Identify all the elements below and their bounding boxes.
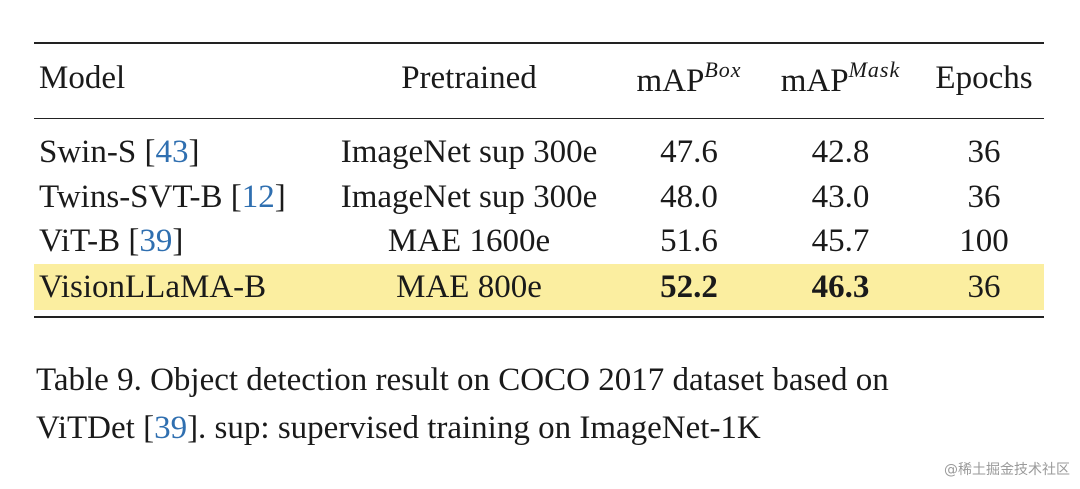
cell-map-mask: 46.3 bbox=[757, 264, 924, 310]
watermark: @稀土掘金技术社区 bbox=[944, 462, 1070, 478]
citation-link[interactable]: 43 bbox=[155, 133, 189, 170]
cell-map-box: 51.6 bbox=[660, 223, 718, 260]
cell-map-mask: 42.8 bbox=[811, 133, 870, 170]
table-top-rule bbox=[34, 42, 1044, 44]
caption-line-1: Table 9. Object detection result on COCO… bbox=[36, 362, 889, 398]
table-row: Twins-SVT-B [12] ImageNet sup 300e 48.0 … bbox=[34, 175, 1044, 220]
table-row: ViT-B [39] MAE 1600e 51.6 45.7 100 bbox=[34, 220, 1044, 265]
citation-link[interactable]: 39 bbox=[139, 223, 173, 260]
cell-epochs: 36 bbox=[924, 264, 1044, 310]
cell-epochs: 100 bbox=[959, 223, 1009, 260]
table-row: Swin-S [43] ImageNet sup 300e 47.6 42.8 … bbox=[34, 119, 1044, 175]
table-caption: Table 9. Object detection result on COCO… bbox=[36, 356, 1046, 452]
cell-model: VisionLLaMA-B bbox=[34, 264, 317, 310]
table-header-rule bbox=[34, 118, 1044, 119]
cell-pretrained: ImageNet sup 300e bbox=[340, 178, 598, 215]
table-body: Swin-S [43] ImageNet sup 300e 47.6 42.8 … bbox=[34, 119, 1044, 310]
cell-model: Twins-SVT-B [12] bbox=[39, 178, 286, 215]
header-pretrained: Pretrained bbox=[401, 59, 537, 96]
cell-map-mask: 45.7 bbox=[811, 223, 870, 260]
header-epochs: Epochs bbox=[935, 59, 1033, 96]
citation-link[interactable]: 12 bbox=[241, 178, 275, 215]
header-map-box: mAPBox bbox=[636, 56, 742, 99]
table-row-highlighted: VisionLLaMA-B MAE 800e 52.2 46.3 36 bbox=[34, 264, 1044, 310]
table-header-row: Model Pretrained mAPBox mAPMask Epochs bbox=[34, 44, 1044, 112]
cell-epochs: 36 bbox=[967, 133, 1001, 170]
cell-pretrained: MAE 800e bbox=[317, 264, 621, 310]
header-model: Model bbox=[39, 59, 126, 96]
results-table: Model Pretrained mAPBox mAPMask Epochs S… bbox=[34, 42, 1044, 318]
citation-link[interactable]: 39 bbox=[154, 410, 188, 446]
cell-epochs: 36 bbox=[967, 178, 1001, 215]
table: Model Pretrained mAPBox mAPMask Epochs bbox=[34, 44, 1044, 112]
cell-map-mask: 43.0 bbox=[811, 178, 870, 215]
cell-pretrained: ImageNet sup 300e bbox=[340, 133, 598, 170]
cell-model: ViT-B [39] bbox=[39, 223, 184, 260]
cell-model: Swin-S [43] bbox=[39, 133, 200, 170]
table-bottom-rule bbox=[34, 316, 1044, 318]
caption-line-2: ViTDet [39]. sup: supervised training on… bbox=[36, 410, 761, 446]
cell-map-box: 47.6 bbox=[660, 133, 718, 170]
cell-pretrained: MAE 1600e bbox=[387, 223, 551, 260]
cell-map-box: 52.2 bbox=[621, 264, 757, 310]
header-map-mask: mAPMask bbox=[780, 56, 901, 99]
cell-map-box: 48.0 bbox=[660, 178, 718, 215]
